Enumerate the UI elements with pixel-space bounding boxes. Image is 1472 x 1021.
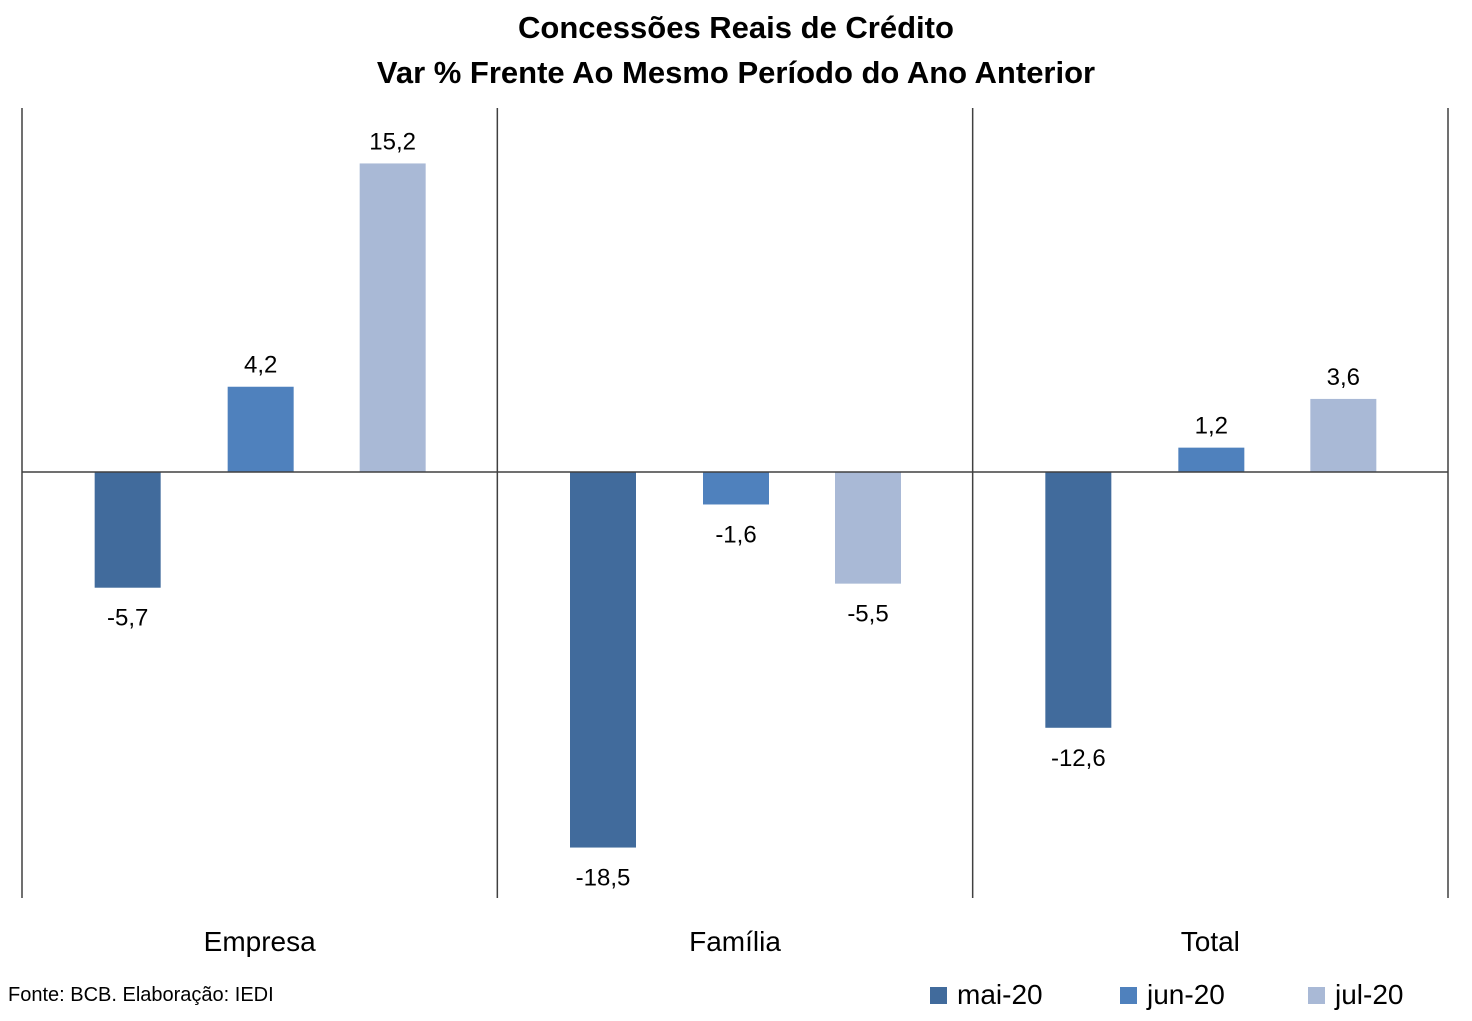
bar-mai-20	[1045, 472, 1112, 728]
bar-jun-20	[703, 472, 769, 505]
legend-swatch-mai-20	[930, 986, 947, 1004]
source-note: Fonte: BCB. Elaboração: IEDI	[8, 984, 274, 1006]
bar-jul-20	[359, 163, 426, 472]
legend-swatch-jul-20	[1308, 986, 1325, 1004]
category-label: Família	[689, 926, 781, 957]
legend-item-mai-20: mai-20	[930, 978, 1043, 1012]
bar-jul-20	[835, 472, 901, 584]
data-label: 4,2	[244, 352, 277, 379]
chart-title: Concessões Reais de Crédito	[518, 10, 954, 45]
plot-area: -5,7 -18,5 -12,6 4,2 -1,6 1,2 15,2 -5,5 3,6 Empre…	[21, 108, 1449, 957]
bar-mai-20	[570, 472, 636, 848]
data-label: 15,2	[369, 128, 416, 155]
bar-jun-20	[227, 386, 294, 472]
data-label: 1,2	[1195, 413, 1228, 440]
bar-jul-20	[1310, 398, 1377, 472]
legend-label: jun-20	[1147, 979, 1225, 1010]
legend-item-jun-20: jun-20	[1120, 978, 1225, 1012]
data-label: -5,7	[107, 605, 148, 632]
bar-mai-20	[94, 472, 161, 588]
data-label: -18,5	[576, 865, 631, 892]
data-label: -12,6	[1051, 745, 1106, 772]
bar-jun-20	[1178, 447, 1245, 472]
legend-item-jul-20: jul-20	[1308, 978, 1403, 1012]
legend-label: mai-20	[957, 979, 1043, 1010]
data-label: 3,6	[1327, 364, 1360, 391]
legend-swatch-jun-20	[1120, 986, 1137, 1004]
data-label: -1,6	[715, 521, 756, 548]
data-label: -5,5	[847, 601, 888, 628]
chart-subtitle: Var % Frente Ao Mesmo Período do Ano Ant…	[376, 55, 1096, 90]
category-label: Total	[1181, 926, 1240, 957]
category-label: Empresa	[204, 926, 316, 957]
legend-label: jul-20	[1335, 979, 1404, 1010]
